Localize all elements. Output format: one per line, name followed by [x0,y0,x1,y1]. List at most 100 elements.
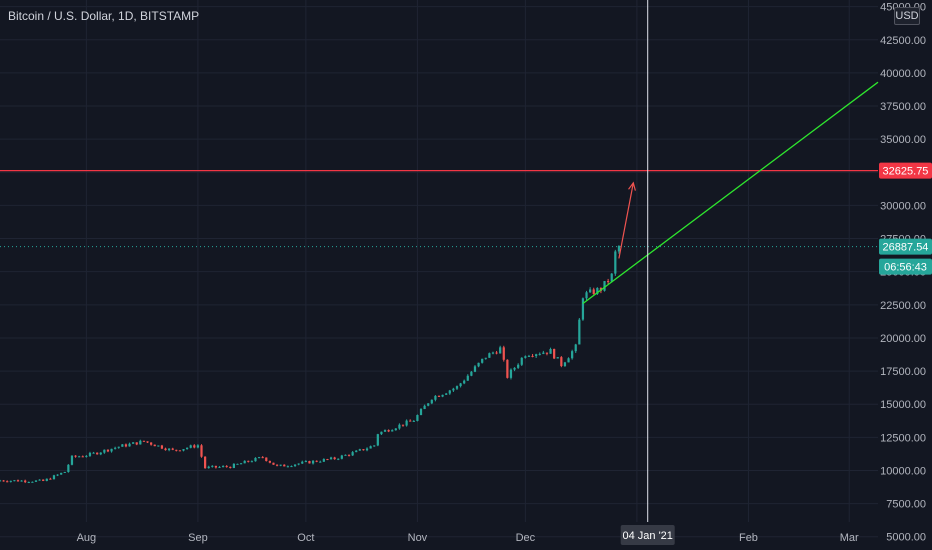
time-tick-label: Aug [77,532,97,544]
candle-body [578,319,581,345]
candle [218,466,221,468]
candle-body [524,356,527,358]
candle-body [610,273,613,282]
candle-body [527,355,531,357]
candle-body [333,457,336,460]
candle-body [193,445,196,448]
candle [168,448,171,452]
candle-body [437,395,441,397]
candle-body [160,445,164,449]
candle [441,394,444,398]
candle [261,456,264,459]
candle-body [484,357,487,359]
candle-body [495,352,498,354]
candle-body [78,456,81,458]
candle-body [207,466,210,469]
time-tick-label: Oct [297,532,314,544]
candle [178,450,182,452]
candle [135,442,138,446]
candle-body [301,461,304,464]
candle [286,465,289,468]
candle-body [499,347,502,354]
candle-body [114,447,117,449]
candle [13,480,16,482]
candle [142,440,146,442]
candle-body [9,480,12,482]
candle-body [603,281,606,291]
candle-body [13,480,16,482]
candle [614,249,617,276]
candle [549,347,552,354]
candle-body [106,449,110,452]
resistance-price-label-box [879,162,932,179]
candle [254,457,257,462]
candle [0,479,2,482]
candle-body [88,452,92,456]
currency-badge[interactable]: USD [894,7,920,25]
candle [139,439,142,445]
candle [182,449,185,452]
candle-body [142,440,146,442]
candle-body [81,456,84,458]
candle [74,455,77,458]
candle-body [380,431,383,435]
candle-body [434,395,437,400]
candle [247,460,250,463]
candle-body [394,428,397,431]
candle-body [319,461,322,463]
candle-body [506,359,509,378]
forecast-arrow[interactable] [618,182,634,259]
candle [387,429,390,433]
candle-body [617,245,621,252]
candle [70,455,74,466]
candle [452,387,455,392]
candle [351,451,354,456]
candle [290,465,293,468]
candle [160,444,164,450]
trend-line[interactable] [582,81,879,305]
candle-body [315,460,318,462]
candle-body [445,393,448,395]
candle-body [509,369,513,378]
candle [491,351,495,355]
candle-body [150,442,153,445]
candle-body [416,415,419,421]
candle [200,444,203,458]
candle-body [297,463,300,465]
candle-body [351,452,354,456]
candle [34,480,38,482]
candle [103,449,106,454]
candle [52,474,56,480]
price-tick-label: 17500.00 [880,366,926,378]
candle [308,460,311,464]
candle [589,287,592,293]
candle-body [322,459,325,462]
candle-body [257,457,261,459]
candle [383,429,387,432]
candle-body [326,459,329,461]
candle-body [2,480,5,482]
candle [488,352,491,358]
candle-body [275,464,279,466]
candle-body [20,480,23,482]
candle [157,445,160,447]
candle [221,465,225,468]
candle-body [121,444,124,447]
candle-body [589,289,592,293]
candle-body [52,475,56,480]
candle-body [491,352,495,354]
candle-body [0,480,2,482]
candle [567,357,570,363]
candle [585,290,588,301]
candle [319,460,322,463]
candle-body [556,357,559,359]
candle [455,385,459,390]
candle-body [502,347,505,360]
candle [42,479,45,482]
candle-body [286,466,289,468]
candle-body [96,452,99,455]
candle [45,478,48,482]
candle [340,454,343,460]
